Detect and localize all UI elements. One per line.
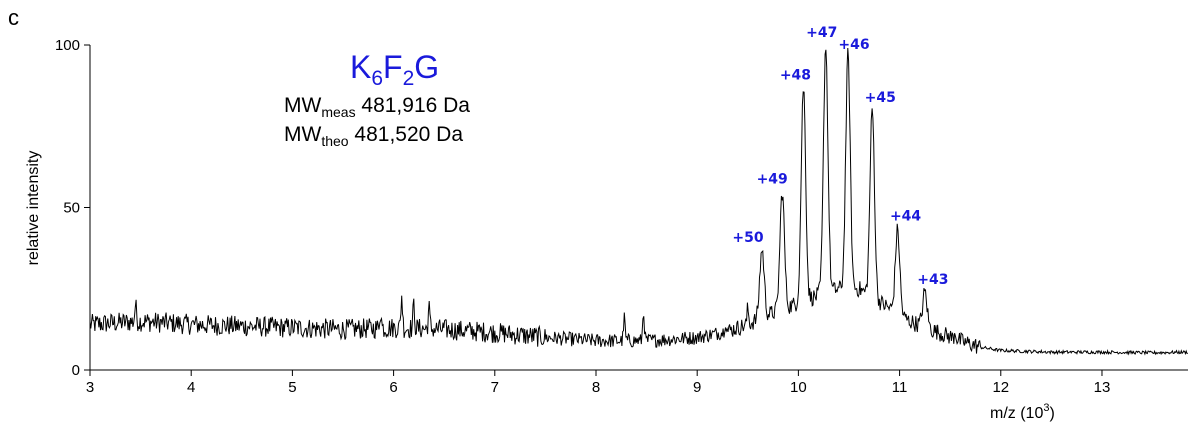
x-tick-label: 5	[288, 379, 296, 396]
peak-charge-label: +44	[890, 208, 921, 224]
peak-charge-label: +49	[757, 171, 788, 187]
y-axis: 0 50 100	[55, 37, 91, 379]
x-axis-label: m/z (103)	[990, 402, 1055, 422]
peak-charge-label: +50	[732, 230, 763, 246]
x-tick-label: 11	[892, 379, 908, 396]
peak-charge-label: +43	[917, 272, 948, 288]
x-tick-label: 3	[86, 379, 94, 396]
y-tick-label: 50	[63, 200, 80, 217]
x-axis: 3 4 5 6 7 8 9 10 11 12 13	[86, 369, 1188, 396]
peak-charge-label: +46	[838, 37, 869, 53]
x-tick-label: 13	[1094, 379, 1111, 396]
y-tick-label: 0	[72, 362, 80, 379]
x-tick-label: 10	[790, 379, 807, 396]
x-tick-label: 7	[491, 379, 499, 396]
compound-annotation: K6F2G MWmeas 481,916 Da MWtheo 481,520 D…	[284, 49, 470, 149]
y-axis-label: relative intensity	[25, 151, 42, 266]
x-tick-label: 8	[592, 379, 600, 396]
compound-formula: K6F2G	[350, 49, 439, 90]
panel-label: c	[8, 5, 19, 30]
y-tick-label: 100	[55, 37, 80, 54]
peak-charge-label: +48	[780, 67, 811, 83]
mw-theoretical: MWtheo 481,520 Da	[284, 123, 463, 149]
x-tick-label: 12	[992, 379, 1009, 396]
mw-measured: MWmeas 481,916 Da	[284, 94, 470, 120]
peak-labels: +50 +49 +48 +47+46 +45 +44 +43	[732, 25, 948, 288]
peak-charge-label: +45	[865, 90, 896, 106]
x-tick-label: 6	[389, 379, 397, 396]
x-tick-label: 9	[693, 379, 701, 396]
x-tick-label: 4	[187, 379, 195, 396]
spectrum-trace	[89, 47, 1188, 356]
peak-charge-label: +47	[806, 25, 837, 41]
